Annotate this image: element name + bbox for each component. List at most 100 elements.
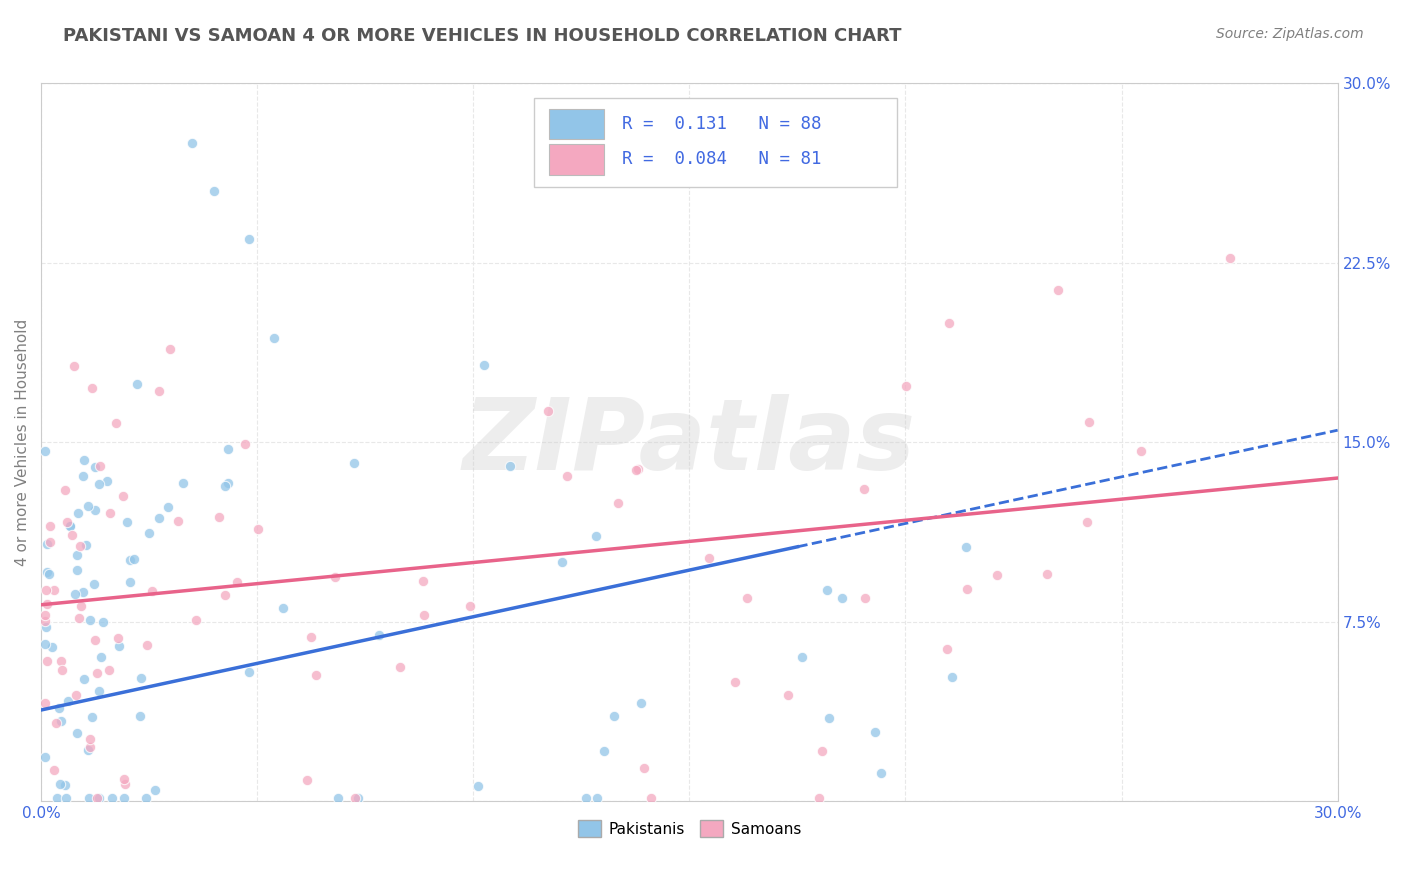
Point bbox=[37, 597, 59, 611]
Point bbox=[818, 711, 841, 725]
Point bbox=[34, 443, 56, 458]
Point bbox=[59, 519, 82, 533]
Point bbox=[104, 417, 127, 431]
Point bbox=[37, 654, 59, 668]
Point bbox=[326, 791, 349, 805]
Point bbox=[388, 660, 411, 674]
Point bbox=[723, 675, 745, 690]
Point bbox=[792, 650, 814, 665]
Point bbox=[39, 519, 62, 533]
Point bbox=[59, 518, 82, 533]
Point bbox=[86, 665, 108, 680]
Text: ZIPatlas: ZIPatlas bbox=[463, 393, 915, 491]
Point bbox=[73, 453, 96, 467]
FancyBboxPatch shape bbox=[550, 109, 603, 138]
Point bbox=[120, 574, 142, 589]
Point bbox=[83, 577, 105, 591]
Point bbox=[80, 382, 103, 396]
Point bbox=[63, 359, 86, 373]
Point bbox=[624, 463, 647, 477]
Point bbox=[55, 791, 77, 805]
Point bbox=[159, 343, 181, 357]
Point bbox=[83, 633, 105, 648]
Point bbox=[35, 582, 58, 597]
Point bbox=[217, 442, 239, 457]
Point bbox=[114, 791, 136, 805]
Point bbox=[225, 574, 247, 589]
Point bbox=[84, 502, 107, 516]
Point bbox=[111, 489, 134, 503]
Point bbox=[37, 537, 59, 551]
Point bbox=[295, 772, 318, 787]
Point bbox=[107, 631, 129, 645]
Point bbox=[148, 511, 170, 525]
Text: PAKISTANI VS SAMOAN 4 OR MORE VEHICLES IN HOUSEHOLD CORRELATION CHART: PAKISTANI VS SAMOAN 4 OR MORE VEHICLES I… bbox=[63, 27, 901, 45]
Point bbox=[936, 641, 959, 656]
Point bbox=[129, 709, 152, 723]
Point bbox=[66, 726, 89, 740]
Point bbox=[172, 476, 194, 491]
Point bbox=[1078, 415, 1101, 429]
Point bbox=[776, 688, 799, 702]
Point bbox=[323, 570, 346, 584]
Text: R =  0.131   N = 88: R = 0.131 N = 88 bbox=[621, 114, 821, 133]
Point bbox=[458, 599, 481, 613]
Point bbox=[217, 475, 239, 490]
Point bbox=[138, 525, 160, 540]
Y-axis label: 4 or more Vehicles in Household: 4 or more Vehicles in Household bbox=[15, 318, 30, 566]
Point bbox=[89, 458, 111, 473]
Point bbox=[49, 654, 72, 668]
Point bbox=[551, 555, 574, 569]
Point bbox=[35, 566, 58, 580]
Point bbox=[48, 701, 70, 715]
Point bbox=[141, 584, 163, 599]
Point bbox=[67, 507, 90, 521]
Point bbox=[853, 482, 876, 496]
Point bbox=[73, 673, 96, 687]
Point bbox=[84, 460, 107, 475]
Point bbox=[412, 574, 434, 588]
Point bbox=[811, 744, 834, 758]
Point bbox=[34, 750, 56, 764]
Point bbox=[607, 496, 630, 510]
Point bbox=[938, 316, 960, 330]
Point bbox=[214, 588, 236, 602]
Point bbox=[1047, 283, 1070, 297]
Point bbox=[941, 670, 963, 684]
Point bbox=[66, 563, 89, 577]
Point bbox=[135, 638, 157, 652]
Point bbox=[53, 483, 76, 497]
Point bbox=[184, 613, 207, 627]
Point bbox=[956, 582, 979, 597]
Point bbox=[498, 458, 520, 473]
Point bbox=[72, 469, 94, 483]
Point bbox=[304, 668, 326, 682]
Point bbox=[808, 791, 831, 805]
FancyBboxPatch shape bbox=[534, 98, 897, 187]
Point bbox=[555, 468, 578, 483]
Point bbox=[35, 620, 58, 634]
Point bbox=[45, 791, 67, 805]
Point bbox=[585, 529, 607, 543]
Point bbox=[72, 585, 94, 599]
Point bbox=[42, 763, 65, 777]
Point bbox=[60, 527, 83, 541]
Point bbox=[41, 640, 63, 654]
Legend: Pakistanis, Samoans: Pakistanis, Samoans bbox=[572, 814, 807, 844]
Point bbox=[69, 539, 91, 553]
Point bbox=[214, 479, 236, 493]
Point bbox=[65, 549, 87, 563]
Point bbox=[238, 232, 260, 246]
Point bbox=[865, 724, 887, 739]
Point bbox=[238, 665, 260, 680]
Point bbox=[118, 553, 141, 567]
Point bbox=[129, 671, 152, 685]
Point bbox=[86, 791, 108, 805]
Point bbox=[346, 791, 368, 805]
Point bbox=[627, 462, 650, 476]
Point bbox=[115, 515, 138, 529]
Point bbox=[869, 766, 891, 780]
Point bbox=[1035, 566, 1057, 581]
Point bbox=[114, 777, 136, 791]
Point bbox=[1219, 251, 1241, 265]
